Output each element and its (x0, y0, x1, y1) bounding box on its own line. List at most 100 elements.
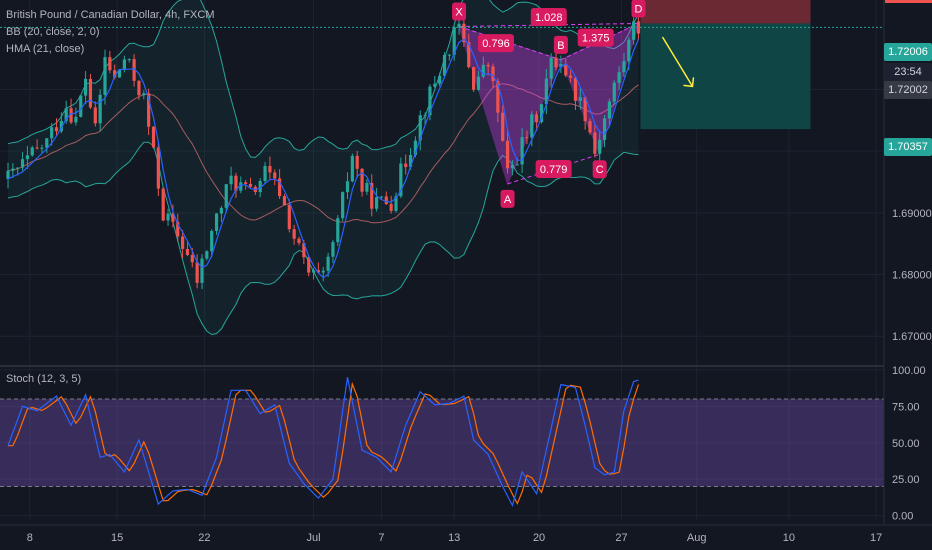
hma-legend[interactable]: HMA (21, close) (6, 43, 85, 55)
candle-body (394, 196, 398, 211)
stoch-band (0, 399, 884, 487)
candle-body (156, 147, 160, 189)
pattern-point-c-badge (592, 160, 607, 179)
candle-body (307, 257, 311, 273)
candle-body (505, 140, 510, 169)
candle-body (132, 59, 136, 81)
candle-body (472, 67, 476, 90)
candle-body (564, 63, 568, 76)
candle-body (607, 101, 611, 119)
candle-body (84, 78, 88, 96)
candle-body (573, 77, 578, 101)
candle-body (375, 197, 379, 209)
candle-body (404, 163, 408, 168)
candle-body (321, 270, 325, 273)
stoch-tick-label: 25.00 (892, 474, 920, 486)
candle-body (278, 178, 282, 197)
overlay: X A B C D 0.796 0.779 1.028 1.375 (0, 0, 884, 208)
harmonic-xb-line (458, 26, 562, 61)
candle-body (127, 59, 131, 61)
candle-body (496, 81, 500, 113)
candle-body (525, 137, 529, 139)
candle-body (360, 168, 364, 192)
axis-top-marker (885, 0, 932, 3)
candle-body (171, 213, 175, 222)
candle-body (161, 188, 165, 221)
stoch-tick-label: 100.00 (892, 365, 926, 377)
candle-body (244, 182, 248, 184)
stoch-d-line (8, 381, 640, 505)
countdown-tag: 23:54 (884, 63, 932, 81)
candle-body (515, 164, 519, 166)
candle-body (50, 127, 54, 139)
bb-lower (7, 141, 639, 336)
symbol-legend[interactable]: British Pound / Canadian Dollar, 4h, FXC… (6, 9, 215, 21)
candle-body (598, 139, 602, 154)
candle-body (248, 183, 253, 187)
hma-line (7, 38, 640, 279)
candle-body (554, 57, 558, 68)
ratio-badge (577, 28, 614, 47)
candle-body (535, 114, 539, 123)
candle-body (438, 75, 442, 84)
pattern-point-b: B (557, 40, 564, 52)
candle-body (166, 213, 170, 221)
candle-body (602, 118, 607, 140)
candle-body (200, 258, 204, 283)
candle-body (297, 238, 301, 244)
pattern-point-a-badge (500, 189, 515, 208)
bb-fill (8, 0, 639, 335)
candle-body (355, 155, 359, 169)
target-arrow-head (683, 77, 695, 88)
candle-body (442, 55, 447, 76)
candle-body (336, 218, 340, 243)
candle-body (11, 168, 15, 171)
candle-body (69, 108, 73, 123)
candle-body (239, 182, 243, 191)
bb-legend[interactable]: BB (20, close, 2, 0) (6, 26, 100, 38)
pattern-point-x: X (455, 7, 463, 19)
pattern-point-c: C (596, 164, 604, 176)
stoch-tick-label: 50.00 (892, 438, 920, 450)
candle-body (389, 203, 393, 211)
candle-body (88, 78, 93, 108)
candle-body (268, 165, 272, 173)
candle-body (205, 251, 209, 259)
candle-body (428, 86, 432, 116)
current-price-tag: 1.72006 (884, 43, 932, 61)
stoch-legend[interactable]: Stoch (12, 3, 5) (6, 373, 82, 385)
time-tick-label: Jul (307, 532, 321, 544)
candle-body (16, 167, 20, 169)
candle-body (399, 163, 403, 197)
candle-body (195, 262, 199, 283)
candle-body (64, 108, 68, 121)
candle-body (302, 243, 306, 258)
candle-body (258, 181, 262, 193)
candle-body (25, 155, 29, 160)
stoch-pane (0, 365, 884, 507)
candle-body (287, 205, 291, 230)
harmonic-ac-line (507, 153, 600, 185)
candle-body (588, 121, 592, 133)
time-tick-label: 27 (615, 532, 627, 544)
candle-body (578, 97, 582, 101)
stoch-tick-label: 75.00 (892, 401, 920, 413)
candle-body (481, 64, 485, 77)
candle-body (491, 66, 495, 82)
candle-body (210, 230, 214, 252)
candle-body (185, 248, 190, 255)
candle-body (612, 82, 616, 102)
candle-body (617, 72, 621, 83)
candle-body (273, 172, 277, 179)
price-tick-label: 1.67000 (892, 331, 932, 343)
ratio-label: 1.028 (535, 12, 563, 24)
candle-body (408, 154, 413, 168)
pattern-point-b-badge (553, 35, 568, 54)
candle-body (418, 115, 422, 141)
candle-body (103, 57, 107, 95)
candle-body (108, 57, 112, 71)
harmonic-xd-line (459, 22, 639, 28)
target-zone (640, 23, 811, 130)
candle-body (520, 137, 524, 165)
